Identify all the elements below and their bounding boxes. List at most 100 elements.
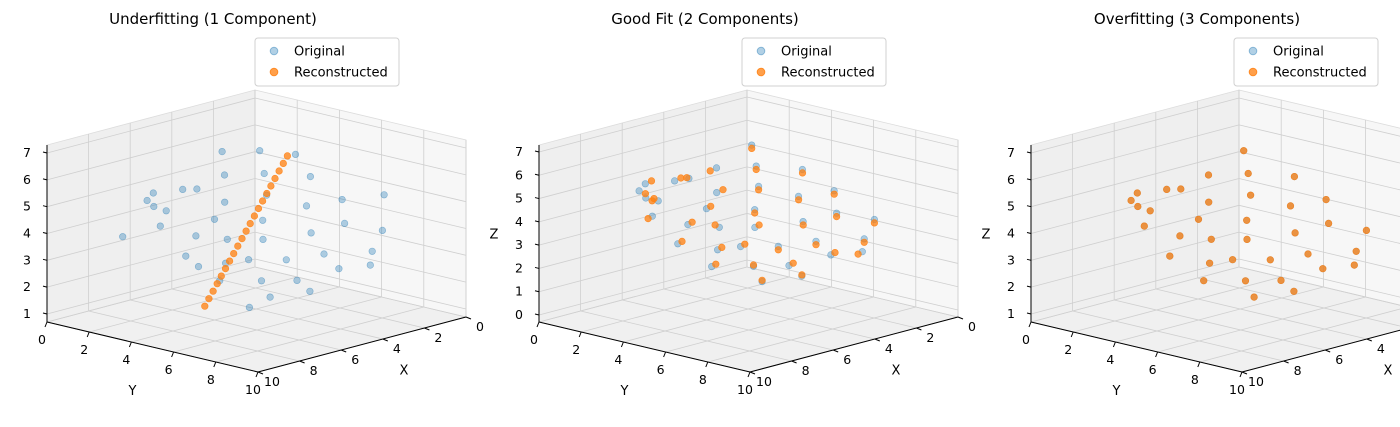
reconstructed-point-28: [749, 261, 758, 269]
grid-line: [746, 119, 959, 171]
z-tick: [1026, 285, 1032, 288]
y-tick-label: 6: [165, 362, 173, 377]
reconstructed-point-4: [1163, 185, 1171, 193]
reconstructed-point-13: [1246, 191, 1255, 199]
reconstructed-point-15: [226, 257, 234, 265]
z-axis-label: Z: [490, 228, 499, 243]
original-point-11: [156, 222, 164, 230]
y-tick-label: 6: [657, 362, 665, 377]
grid-line: [538, 236, 748, 293]
y-tick: [128, 341, 132, 348]
grid-line: [1238, 231, 1400, 271]
z-tick: [534, 173, 540, 176]
reconstructed-point-17: [217, 272, 225, 280]
reconstructed-point-16: [711, 221, 719, 229]
reconstructed-point-6: [1134, 202, 1142, 211]
z-tick: [1026, 312, 1032, 315]
grid-line: [1030, 124, 1240, 181]
reconstructed-point-20: [755, 221, 763, 229]
grid-line: [1199, 308, 1400, 363]
grid-line: [663, 288, 875, 340]
z-tick: [534, 220, 540, 223]
reconstructed-point-36: [1350, 261, 1358, 269]
y-tick: [620, 341, 624, 348]
reconstructed-point-7: [259, 197, 267, 205]
z-tick: [42, 178, 48, 181]
original-point-1: [641, 180, 649, 188]
grid-line: [623, 286, 832, 343]
grid-line: [254, 204, 467, 256]
y-tick-label: 10: [245, 382, 261, 397]
reconstructed-point-8: [254, 204, 263, 213]
z-tick-label: 5: [515, 191, 523, 206]
z-tick: [42, 205, 48, 208]
original-point-28: [257, 277, 266, 285]
x-tick-label: 8: [1294, 363, 1302, 378]
reconstructed-point-23: [1228, 256, 1237, 264]
legend-marker-reconstructed: [1248, 67, 1258, 77]
y-tick-label: 2: [80, 342, 88, 357]
z-tick: [534, 243, 540, 246]
x-tick-label: 6: [843, 352, 851, 367]
reconstructed-point-12: [1194, 215, 1203, 223]
reconstructed-point-18: [678, 237, 686, 245]
x-tick-label: 0: [476, 319, 484, 334]
z-tick-label: 7: [1007, 145, 1015, 160]
z-tick: [1026, 232, 1032, 234]
y-axis-label: Y: [1112, 384, 1121, 399]
x-tick-label: 10: [1248, 374, 1264, 389]
reconstructed-point-29: [812, 241, 820, 249]
y-tick-label: 2: [572, 342, 580, 357]
grid-line: [46, 204, 256, 261]
grid-line: [46, 151, 256, 208]
grid-line: [1073, 276, 1282, 333]
reconstructed-point-3: [275, 167, 283, 175]
original-point-35: [306, 287, 314, 295]
y-tick-label: 6: [1149, 362, 1157, 377]
reconstructed-point-31: [870, 219, 879, 227]
original-point-37: [291, 150, 300, 158]
reconstructed-point-14: [230, 250, 238, 258]
x-tick: [957, 316, 964, 320]
y-tick: [578, 331, 582, 338]
reconstructed-point-13: [234, 242, 242, 250]
reconstructed-point-19: [1286, 202, 1295, 210]
original-point-4: [179, 185, 187, 193]
grid-line: [581, 276, 790, 333]
grid-line: [88, 310, 300, 362]
legend-marker-original: [269, 46, 279, 56]
reconstructed-point-2: [683, 174, 691, 182]
y-tick-label: 10: [1229, 382, 1245, 397]
x-tick-label: 6: [351, 352, 359, 367]
reconstructed-point-12: [238, 235, 246, 243]
reconstructed-point-13: [754, 186, 763, 194]
reconstructed-point-31: [1362, 226, 1370, 234]
reconstructed-point-28: [1241, 277, 1250, 285]
original-point-6: [150, 202, 158, 211]
original-point-39: [218, 148, 226, 156]
z-tick: [42, 312, 48, 315]
x-tick-label: 4: [1377, 341, 1385, 356]
y-axis-label: Y: [620, 384, 629, 399]
grid-line: [538, 119, 748, 176]
reconstructed-point-10: [752, 165, 760, 174]
z-tick: [1026, 178, 1032, 181]
grid-line: [254, 124, 467, 176]
grid-line: [746, 236, 959, 288]
reconstructed-point-23: [741, 240, 749, 248]
x-tick-label: 6: [1335, 352, 1343, 367]
z-tick-label: 0: [515, 307, 523, 322]
reconstructed-point-26: [1266, 256, 1274, 264]
grid-line: [254, 178, 467, 229]
y-axis-label: Y: [128, 384, 137, 399]
grid-line: [254, 151, 467, 203]
grid-line: [1238, 266, 1400, 306]
reconstructed-point-14: [688, 218, 696, 226]
reconstructed-point-7: [748, 144, 756, 152]
chart-panel-2: 0 2 4 6 8 10 0 2 4 6 8 10 0 1 2 3 4 5 6 7 Y X Z Good Fit (2 Com…: [490, 10, 976, 399]
y-tick: [663, 351, 667, 358]
grid-line: [1238, 124, 1400, 164]
y-tick-label: 0: [38, 332, 46, 347]
z-tick-label: 3: [1007, 252, 1015, 267]
